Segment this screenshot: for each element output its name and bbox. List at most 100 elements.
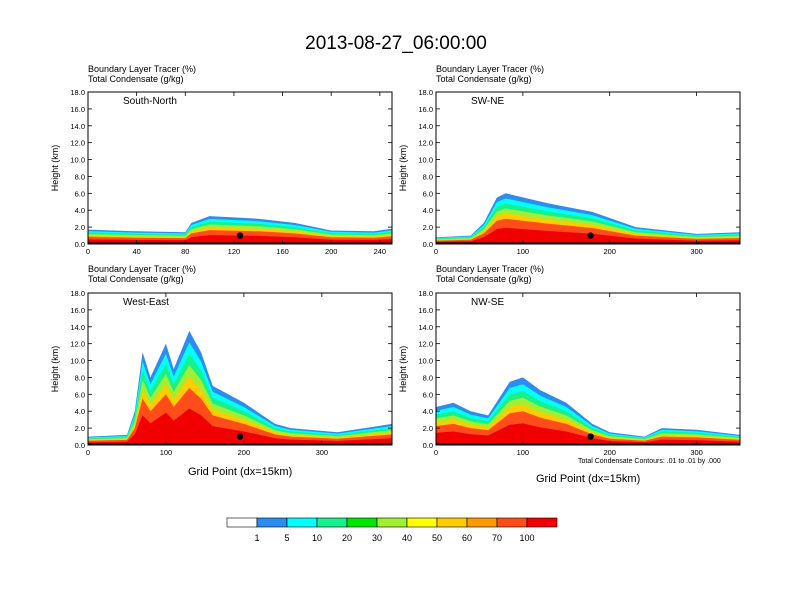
x-tick-label: 200 [603, 448, 616, 457]
contour-footnote: Total Condensate Contours: .01 to .01 by… [578, 458, 721, 465]
colorbar-label: 30 [372, 533, 382, 543]
y-tick-label: 18.0 [418, 289, 433, 298]
panel-subtitle-south-north: Boundary Layer Tracer (%) Total Condensa… [88, 64, 196, 84]
y-tick-label: 18.0 [418, 88, 433, 97]
colorbar-swatch [526, 517, 558, 528]
x-tick-label: 160 [276, 247, 289, 256]
colorbar-label: 1 [254, 533, 259, 543]
x-tick-label: 100 [517, 448, 530, 457]
colorbar-swatch [286, 517, 318, 528]
y-tick-label: 6.0 [423, 390, 433, 399]
x-tick-label: 100 [160, 448, 173, 457]
x-tick-label: 300 [316, 448, 329, 457]
tracer-band-6 [88, 408, 392, 445]
tracer-band-6 [436, 423, 740, 445]
y-tick-label: 14.0 [70, 323, 85, 332]
y-tick-label: 2.0 [75, 424, 85, 433]
y-axis-label: Height (km) [398, 145, 408, 192]
panel-title: South-North [123, 96, 177, 107]
y-tick-label: 14.0 [418, 323, 433, 332]
y-tick-label: 6.0 [75, 390, 85, 399]
panel-west-east: 0.0 2.0 4.0 6.0 8.0 10.0 12.0 14.0 16.0 18.0 0 100 2… [50, 289, 393, 457]
colorbar-swatch [316, 517, 348, 528]
y-tick-label: 18.0 [70, 88, 85, 97]
x-tick-label: 240 [374, 247, 387, 256]
subtitle-tracer: Boundary Layer Tracer (%) [436, 64, 545, 74]
x-axis-label-west-east: Grid Point (dx=15km) [188, 466, 293, 478]
colorbar-swatch [256, 517, 288, 528]
y-tick-label: 10.0 [70, 156, 85, 165]
subtitle-condensate: Total Condensate (g/kg) [88, 74, 184, 84]
panel-title: West-East [123, 297, 169, 308]
x-tick-label: 100 [517, 247, 530, 256]
y-tick-label: 10.0 [418, 156, 433, 165]
colorbar-swatch [346, 517, 378, 528]
y-tick-label: 2.0 [75, 223, 85, 232]
x-tick-label: 200 [238, 448, 251, 457]
colorbar-swatch [466, 517, 498, 528]
page-title: 2013-08-27_06:00:00 [305, 33, 487, 54]
x-tick-label: 0 [86, 448, 90, 457]
y-axis-label: Height (km) [50, 346, 60, 393]
y-tick-label: 12.0 [70, 139, 85, 148]
location-marker [236, 433, 244, 440]
colorbar-swatch [226, 517, 258, 528]
y-tick-label: 6.0 [423, 189, 433, 198]
y-tick-label: 16.0 [418, 306, 433, 315]
location-marker [587, 232, 594, 239]
panel-subtitle-sw-ne: Boundary Layer Tracer (%) Total Condensa… [436, 64, 544, 84]
y-tick-label: 0.0 [75, 240, 85, 249]
subtitle-condensate: Total Condensate (g/kg) [436, 74, 532, 84]
y-tick-label: 12.0 [418, 139, 433, 148]
colorbar-label: 100 [519, 533, 534, 543]
colorbar-label: 70 [492, 533, 502, 543]
y-tick-label: 2.0 [423, 223, 433, 232]
y-tick-label: 16.0 [418, 105, 433, 114]
x-tick-label: 300 [690, 247, 703, 256]
y-tick-label: 8.0 [75, 172, 85, 181]
colorbar-label: 20 [342, 533, 352, 543]
colorbar-label: 40 [402, 533, 412, 543]
y-tick-label: 8.0 [423, 373, 433, 382]
y-tick-label: 4.0 [423, 206, 433, 215]
y-tick-label: 18.0 [70, 289, 85, 298]
y-axis-label: Height (km) [50, 145, 60, 192]
y-tick-label: 0.0 [75, 441, 85, 450]
y-tick-label: 10.0 [418, 357, 433, 366]
y-tick-label: 16.0 [70, 306, 85, 315]
panel-subtitle-nw-se: Boundary Layer Tracer (%) Total Condensa… [436, 264, 544, 284]
x-tick-label: 200 [325, 247, 338, 256]
colorbar-swatch [376, 517, 408, 528]
subtitle-tracer: Boundary Layer Tracer (%) [88, 64, 197, 74]
colorbar-swatch [436, 517, 468, 528]
plot-frame [87, 292, 393, 446]
y-tick-label: 4.0 [423, 407, 433, 416]
location-marker [236, 232, 244, 239]
y-tick-label: 8.0 [75, 373, 85, 382]
plot-frame [87, 91, 393, 245]
location-marker [587, 433, 594, 440]
y-tick-label: 4.0 [75, 407, 85, 416]
colorbar-label: 10 [312, 533, 322, 543]
panel-title: NW-SE [471, 297, 504, 308]
tracer-band-6 [88, 235, 392, 244]
panel-subtitle-west-east: Boundary Layer Tracer (%) Total Condensa… [88, 264, 196, 284]
x-tick-label: 80 [181, 247, 189, 256]
y-tick-label: 0.0 [423, 240, 433, 249]
colorbar-swatch [496, 517, 528, 528]
y-tick-label: 14.0 [70, 122, 85, 131]
x-tick-label: 40 [132, 247, 140, 256]
y-tick-label: 14.0 [418, 122, 433, 131]
x-tick-label: 120 [228, 247, 241, 256]
plot-frame [435, 91, 741, 245]
x-tick-label: 0 [434, 247, 438, 256]
subtitle-condensate: Total Condensate (g/kg) [436, 274, 532, 284]
y-tick-label: 12.0 [70, 340, 85, 349]
subtitle-tracer: Boundary Layer Tracer (%) [436, 264, 545, 274]
y-tick-label: 6.0 [75, 189, 85, 198]
x-tick-label: 300 [690, 448, 703, 457]
colorbar-label: 60 [462, 533, 472, 543]
y-axis-label: Height (km) [398, 346, 408, 393]
y-tick-label: 10.0 [70, 357, 85, 366]
